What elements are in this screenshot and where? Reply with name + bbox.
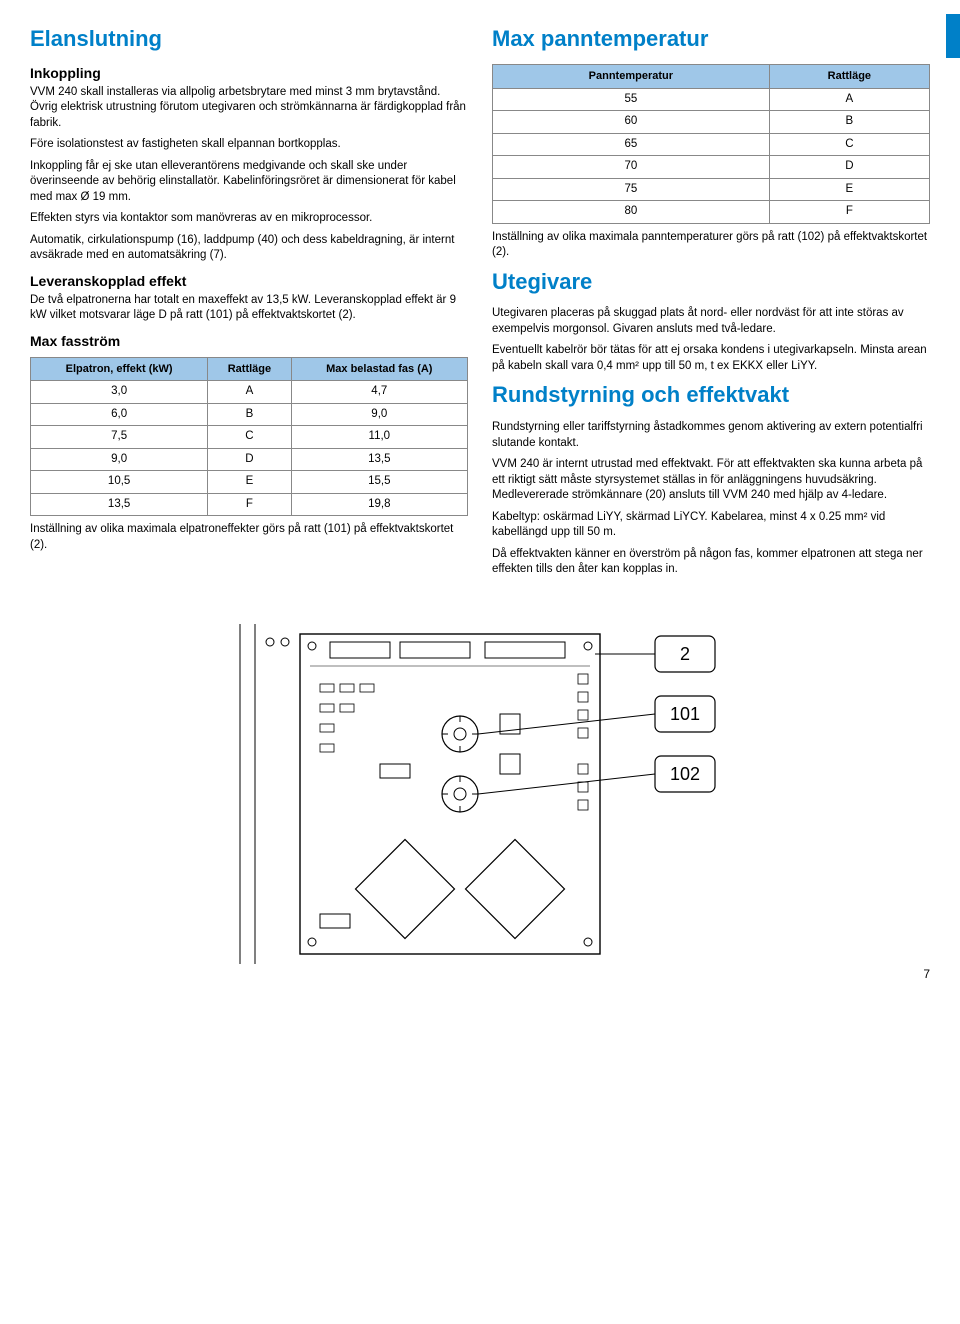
dial-102	[442, 776, 478, 812]
table-row: 75E	[493, 178, 930, 201]
table-cell: D	[208, 448, 291, 471]
table-cell: 3,0	[31, 381, 208, 404]
col-header: Panntemperatur	[493, 64, 770, 88]
table-row: 55A	[493, 88, 930, 111]
table-footnote: Inställning av olika maximala panntemper…	[492, 230, 930, 261]
table-cell: A	[769, 88, 929, 111]
paragraph: Eventuellt kabelrör bör tätas för att ej…	[492, 343, 930, 374]
table-cell: F	[208, 493, 291, 516]
table-cell: C	[769, 133, 929, 156]
left-column: Elanslutning Inkoppling VVM 240 skall in…	[30, 20, 468, 584]
table-body: 3,0A4,76,0B9,07,5C11,09,0D13,510,5E15,51…	[31, 381, 468, 516]
table-cell: 55	[493, 88, 770, 111]
table-cell: 65	[493, 133, 770, 156]
table-cell: E	[769, 178, 929, 201]
table-cell: B	[208, 403, 291, 426]
page-number: 7	[923, 966, 930, 982]
table-cell: 9,0	[31, 448, 208, 471]
table-cell: 4,7	[291, 381, 467, 404]
table-row: 13,5F19,8	[31, 493, 468, 516]
pcb-diagram: 2 101 102	[30, 614, 930, 974]
heading-utegivare: Utegivare	[492, 267, 930, 297]
table-row: 65C	[493, 133, 930, 156]
heading-max-panntemp: Max panntemperatur	[492, 24, 930, 54]
table-cell: 80	[493, 201, 770, 224]
paragraph: Kabeltyp: oskärmad LiYY, skärmad LiYCY. …	[492, 510, 930, 541]
heading-rundstyrning: Rundstyrning och effektvakt	[492, 380, 930, 410]
paragraph: VVM 240 skall installeras via allpolig a…	[30, 85, 468, 132]
table-row: 10,5E15,5	[31, 471, 468, 494]
table-cell: D	[769, 156, 929, 179]
paragraph: VVM 240 är internt utrustad med effektva…	[492, 457, 930, 504]
paragraph: Före isolationstest av fastigheten skall…	[30, 137, 468, 153]
table-row: 80F	[493, 201, 930, 224]
table-row: 70D	[493, 156, 930, 179]
heading-elanslutning: Elanslutning	[30, 24, 468, 54]
col-header: Elpatron, effekt (kW)	[31, 357, 208, 381]
paragraph: De två elpatronerna har totalt en maxeff…	[30, 293, 468, 324]
paragraph: Effekten styrs via kontaktor som manövre…	[30, 211, 468, 227]
paragraph: Rundstyrning eller tariffstyrning åstadk…	[492, 420, 930, 451]
table-cell: 13,5	[31, 493, 208, 516]
right-column: Max panntemperatur Panntemperatur Rattlä…	[492, 20, 930, 584]
table-cell: 9,0	[291, 403, 467, 426]
heading-max-fasstrom: Max fasström	[30, 332, 468, 351]
callout-102: 102	[655, 756, 715, 792]
svg-text:101: 101	[670, 703, 700, 723]
table-cell: E	[208, 471, 291, 494]
col-header: Max belastad fas (A)	[291, 357, 467, 381]
paragraph: Inkoppling får ej ske utan elleverantöre…	[30, 159, 468, 206]
table-body: 55A60B65C70D75E80F	[493, 88, 930, 223]
table-row: 9,0D13,5	[31, 448, 468, 471]
table-row: 60B	[493, 111, 930, 134]
table-max-fasstrom: Elpatron, effekt (kW) Rattläge Max belas…	[30, 357, 468, 517]
table-footnote: Inställning av olika maximala elpatronef…	[30, 522, 468, 553]
heading-inkoppling: Inkoppling	[30, 64, 468, 83]
paragraph: Automatik, cirkulationspump (16), laddpu…	[30, 233, 468, 264]
table-cell: 75	[493, 178, 770, 201]
table-cell: 70	[493, 156, 770, 179]
table-cell: A	[208, 381, 291, 404]
paragraph: Utegivaren placeras på skuggad plats åt …	[492, 306, 930, 337]
table-cell: F	[769, 201, 929, 224]
svg-text:102: 102	[670, 763, 700, 783]
col-header: Rattläge	[208, 357, 291, 381]
table-row: 6,0B9,0	[31, 403, 468, 426]
pcb-svg: 2 101 102	[200, 614, 760, 974]
table-cell: 7,5	[31, 426, 208, 449]
table-cell: 19,8	[291, 493, 467, 516]
table-cell: B	[769, 111, 929, 134]
side-tab	[946, 14, 960, 58]
table-cell: 10,5	[31, 471, 208, 494]
two-column-layout: Elanslutning Inkoppling VVM 240 skall in…	[30, 20, 930, 584]
col-header: Rattläge	[769, 64, 929, 88]
table-panntemp: Panntemperatur Rattläge 55A60B65C70D75E8…	[492, 64, 930, 224]
table-cell: C	[208, 426, 291, 449]
table-cell: 13,5	[291, 448, 467, 471]
callout-2: 2	[655, 636, 715, 672]
callout-101: 101	[655, 696, 715, 732]
heading-leveranskopplad: Leveranskopplad effekt	[30, 272, 468, 291]
table-cell: 15,5	[291, 471, 467, 494]
table-cell: 11,0	[291, 426, 467, 449]
table-cell: 60	[493, 111, 770, 134]
table-cell: 6,0	[31, 403, 208, 426]
dial-101	[442, 716, 478, 752]
paragraph: Då effektvakten känner en överström på n…	[492, 547, 930, 578]
table-row: 3,0A4,7	[31, 381, 468, 404]
table-row: 7,5C11,0	[31, 426, 468, 449]
svg-text:2: 2	[680, 643, 690, 663]
